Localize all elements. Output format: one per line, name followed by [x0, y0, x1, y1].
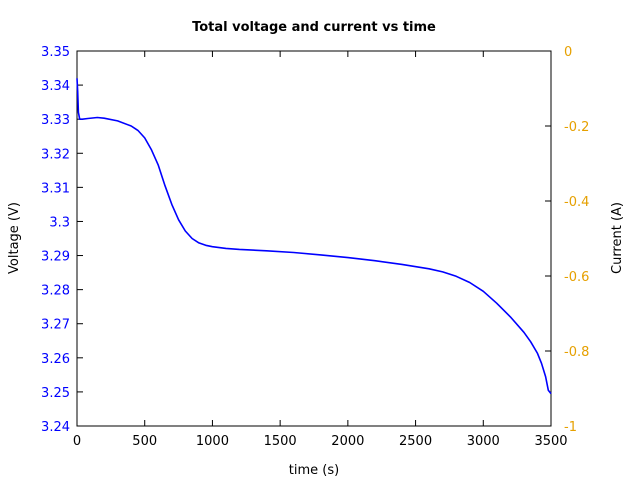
y-tick-label: 3.35 — [41, 45, 70, 60]
y-tick-label: 3.34 — [41, 79, 70, 94]
y-tick-label: 3.25 — [41, 386, 70, 401]
plot-frame — [76, 50, 552, 427]
x-tick-label: 0 — [73, 434, 81, 449]
y2-tick-label: -1 — [564, 420, 577, 435]
y-axis-label: Voltage (V) — [7, 202, 22, 274]
y2-tick-label: -0.2 — [564, 120, 589, 135]
y-tick-label: 3.31 — [41, 181, 70, 196]
series-layer — [76, 78, 552, 395]
x-axis: 0 500 1000 1500 2000 2500 3000 3500 — [73, 51, 568, 449]
x-tick-label: 3000 — [467, 434, 500, 449]
y-tick-label: 3.26 — [41, 352, 70, 367]
y2-axis-label: Current (A) — [610, 202, 625, 274]
y-tick-label: 3.29 — [41, 250, 70, 265]
y2-tick-label: -0.6 — [564, 270, 589, 285]
y-tick-label: 3.32 — [41, 147, 70, 162]
y-tick-label: 3.3 — [49, 215, 70, 230]
y-tick-label: 3.28 — [41, 284, 70, 299]
chart-title: Total voltage and current vs time — [192, 20, 436, 35]
x-tick-label: 2500 — [399, 434, 432, 449]
x-tick-label: 3500 — [534, 434, 567, 449]
y-tick-label: 3.33 — [41, 113, 70, 128]
y2-tick-label: -0.8 — [564, 345, 589, 360]
voltage-series-line — [76, 78, 552, 395]
x-tick-label: 1000 — [196, 434, 229, 449]
y2-tick-label: -0.4 — [564, 195, 589, 210]
y-tick-label: 3.27 — [41, 318, 70, 333]
x-tick-label: 1500 — [264, 434, 297, 449]
y-axis-right: 0 -0.2 -0.4 -0.6 -0.8 -1 — [545, 45, 589, 435]
x-tick-label: 2000 — [331, 434, 364, 449]
x-tick-label: 500 — [132, 434, 157, 449]
y-axis-left: 3.24 3.25 3.26 3.27 3.28 3.29 3.3 3.31 3.32 3.33 3… — [41, 45, 83, 435]
y-tick-label: 3.24 — [41, 420, 70, 435]
x-axis-label: time (s) — [289, 463, 339, 478]
y2-tick-label: 0 — [564, 45, 572, 60]
